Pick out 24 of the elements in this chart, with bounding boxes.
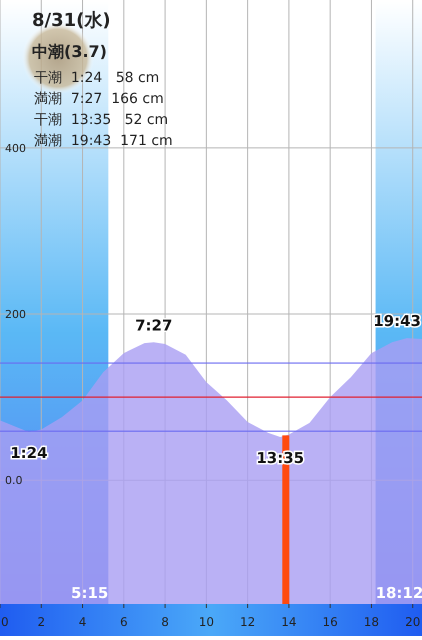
- annotation: 1:24: [10, 444, 48, 462]
- band-label: 5:15: [71, 584, 108, 602]
- x-tick-label: 6: [120, 615, 128, 629]
- annotation: 7:27: [135, 316, 172, 334]
- text: 8/31(水): [32, 10, 111, 31]
- y-tick-label: 200: [5, 308, 26, 322]
- y-tick-label: 0.0: [5, 474, 22, 488]
- annotation: 干潮 13:35 52 cm: [34, 112, 168, 128]
- band-label: 18:12: [376, 584, 422, 602]
- text: 中潮(3.7): [32, 42, 107, 61]
- x-tick-label: 2: [37, 615, 46, 629]
- x-tick-label: 12: [240, 615, 256, 629]
- x-tick-label: 8: [161, 615, 169, 629]
- annotation: 満潮 7:27 166 cm: [34, 91, 164, 107]
- x-tick-label: 4: [78, 615, 86, 629]
- x-tick-label: 20: [405, 615, 420, 629]
- y-tick-label: 400: [5, 142, 26, 155]
- annotation: 満潮 19:43 171 cm: [34, 133, 173, 149]
- annotation: 干潮 1:24 58 cm: [34, 70, 160, 86]
- x-tick-label: 14: [281, 615, 297, 629]
- x-tick-label: 18: [364, 615, 380, 629]
- x-tick-label: 10: [198, 615, 214, 629]
- x-tick-label: 0: [1, 615, 9, 629]
- x-tick-label: 16: [322, 615, 338, 629]
